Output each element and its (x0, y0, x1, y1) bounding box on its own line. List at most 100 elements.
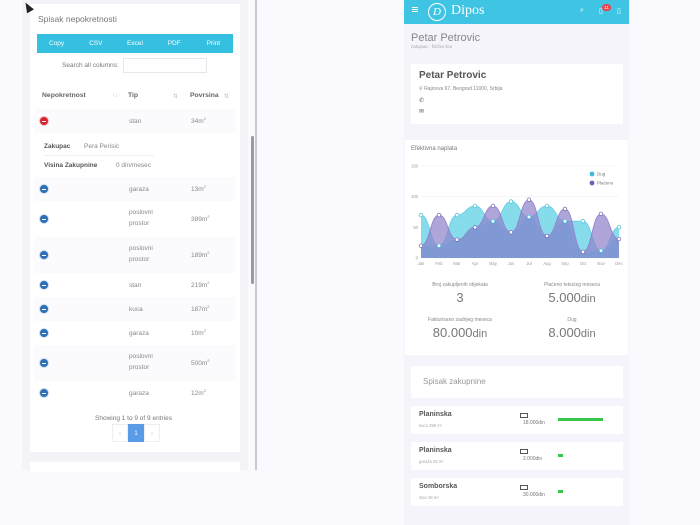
cell-povrsina: 500m2 (191, 358, 210, 368)
expand-row-icon[interactable] (40, 185, 48, 193)
cell-povrsina: 389m2 (191, 214, 210, 224)
phone-icon: ✆ (419, 98, 425, 104)
item-name: Planinska (419, 447, 452, 454)
column-header-povrsina[interactable]: Povrsina (190, 92, 219, 99)
expand-row-icon[interactable] (40, 215, 48, 223)
svg-text:Nov: Nov (597, 261, 605, 266)
expand-row-icon[interactable] (40, 389, 48, 397)
cell-tip: garaza (129, 186, 149, 193)
expand-row-icon[interactable] (40, 359, 48, 367)
next-card (30, 462, 240, 472)
collapse-row-icon[interactable] (40, 117, 48, 125)
profile-address: ⚲ Rajiceva 67, Beograd 11000, Srbija (419, 86, 503, 92)
svg-text:150: 150 (411, 164, 419, 169)
cell-tip: garaza (129, 330, 149, 337)
item-amount: 30.000din (523, 492, 545, 498)
export-toolbar: Copy CSV Excel PDF Print (37, 34, 233, 53)
stat-invoiced-last-month: Fakturisano zadnjeg meseca 80.000din (428, 317, 492, 340)
cell-povrsina: 10m2 (191, 328, 206, 338)
cell-tip: poslovni prostor (129, 209, 153, 227)
table-row[interactable]: garaza 10m2 (34, 321, 236, 345)
item-name: Somborska (419, 483, 458, 490)
expand-row-icon[interactable] (40, 305, 48, 313)
rent-list-item[interactable]: Planinska garaža 29 m² 2.000din (411, 442, 623, 470)
rent-list-header: Spisak zakupnine (411, 366, 623, 398)
stat-debt: Dug 8.000din (548, 317, 596, 340)
table-row[interactable]: poslovni prostor 189m2 (34, 237, 236, 273)
hamburger-icon[interactable] (412, 7, 418, 13)
svg-text:May: May (489, 261, 498, 266)
rent-list-item[interactable]: Planinska kuća 298 m² 18.000din (411, 406, 623, 434)
table-row[interactable]: garaza 12m2 (34, 381, 236, 405)
table-row[interactable]: garaza 13m2 (34, 177, 236, 201)
sort-icon[interactable]: ⇅ (173, 94, 179, 100)
sort-icon[interactable]: ⇅ (224, 94, 230, 100)
stat-paid-this-month: Plaćeno tekućeg meseca 5.000din (544, 282, 600, 305)
expand-row-icon[interactable] (40, 251, 48, 259)
page-subtitle: zakupac - fizičko lice (411, 44, 453, 49)
money-icon (520, 449, 528, 454)
progress-bar (558, 454, 563, 457)
rent-list-item[interactable]: Somborska stan 38 m² 30.000din (411, 478, 623, 506)
mobile-icon[interactable]: ▯ (617, 8, 621, 15)
pdf-button[interactable]: PDF (167, 40, 181, 47)
column-header-tip[interactable]: Tip (128, 92, 139, 99)
logo-icon: D (428, 3, 446, 21)
bell-icon[interactable]: ▯ (599, 8, 603, 15)
svg-text:Jul: Jul (526, 261, 531, 266)
prev-page-button[interactable]: ‹ (112, 424, 128, 442)
svg-text:Sep: Sep (561, 261, 569, 266)
cell-tip: stan (129, 282, 142, 289)
money-icon (520, 485, 528, 490)
progress-bar (558, 418, 603, 421)
svg-text:Dug: Dug (597, 172, 606, 177)
copy-button[interactable]: Copy (49, 40, 65, 47)
cell-tip: stan (129, 118, 142, 125)
brand-name[interactable]: Dipos (451, 3, 485, 18)
scrollbar-thumb[interactable] (251, 136, 254, 284)
profile-card: Petar Petrovic ⚲ Rajiceva 67, Beograd 11… (411, 64, 623, 124)
table-row[interactable]: poslovni prostor 389m2 (34, 201, 236, 237)
search-label: Search all columns: (62, 62, 119, 69)
cell-povrsina: 189m2 (191, 250, 210, 260)
search-icon[interactable]: ⌕ (580, 7, 584, 14)
svg-text:Plaćeno: Plaćeno (597, 181, 614, 186)
visina-zakupnine-label: Visina Zakupnine (44, 162, 98, 169)
cell-tip: poslovni prostor (129, 245, 153, 263)
csv-button[interactable]: CSV (89, 40, 103, 47)
chart-title: Efektivna naplata (411, 146, 458, 152)
table-row[interactable]: stan 34m2 (34, 109, 236, 133)
cell-povrsina: 13m2 (191, 184, 206, 194)
svg-text:Aug: Aug (543, 261, 551, 266)
search-input[interactable] (122, 58, 207, 73)
map-marker-icon: ⚲ (419, 86, 425, 92)
visina-zakupnine-value: 0 din/mesec (116, 162, 152, 169)
envelope-icon: ✉ (419, 109, 425, 115)
chart-card: Efektivna naplata 0 50 100 150 Jan Feb Mar Apr M… (405, 140, 628, 355)
print-button[interactable]: Print (206, 40, 221, 47)
item-name: Planinska (419, 411, 452, 418)
svg-text:Apr: Apr (472, 261, 479, 266)
top-navbar: D Dipos ⌕ ▯ 11 ▯ (404, 0, 629, 24)
expand-row-icon[interactable] (40, 329, 48, 337)
column-header-nepokretnost[interactable]: Nepokretnost (42, 92, 86, 99)
card-title: Spisak nepokretnosti (38, 14, 117, 24)
excel-button[interactable]: Excel (127, 40, 143, 47)
svg-text:Feb: Feb (435, 261, 443, 266)
item-subtitle: garaža 29 m² (419, 459, 444, 464)
profile-name: Petar Petrovic (419, 70, 487, 81)
rent-list-title: Spisak zakupnine (423, 377, 486, 386)
table-row[interactable]: stan 219m2 (34, 273, 236, 297)
expand-row-icon[interactable] (40, 281, 48, 289)
svg-text:Oct: Oct (580, 261, 587, 266)
item-subtitle: stan 38 m² (419, 495, 439, 500)
table-row[interactable]: poslovni prostor 500m2 (34, 345, 236, 381)
item-amount: 18.000din (523, 420, 545, 426)
table-row[interactable]: kuca 187m2 (34, 297, 236, 321)
next-page-button[interactable]: › (144, 424, 160, 442)
page-1-button[interactable]: 1 (128, 424, 144, 442)
cell-povrsina: 34m2 (191, 116, 206, 126)
sort-asc-icon[interactable]: ↑↓ (112, 93, 118, 99)
cell-povrsina: 187m2 (191, 304, 210, 314)
area-chart: 0 50 100 150 Jan Feb Mar Apr May Jun Jul Aug Sep Oct N… (411, 164, 623, 267)
